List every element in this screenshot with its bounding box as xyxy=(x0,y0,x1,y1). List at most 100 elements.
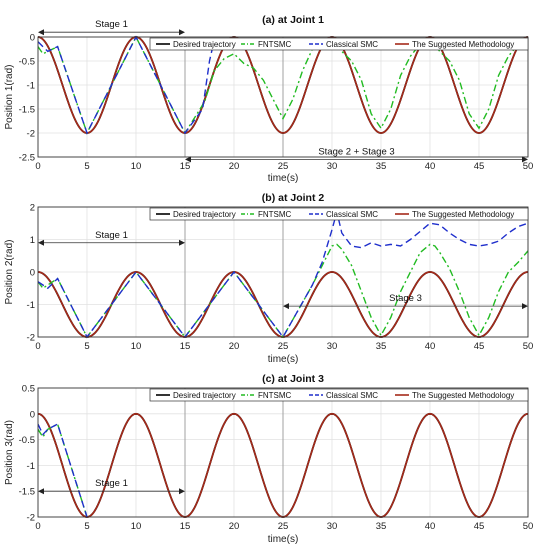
legend-label: Classical SMC xyxy=(326,210,378,219)
chart-panel-2: 0 5 10 15 20 25 30 35 40 45 50210-1-2time(s)Positi… xyxy=(4,192,533,365)
x-tick-label: 20 xyxy=(229,341,240,352)
y-tick-label: -1.5 xyxy=(19,487,35,498)
axes-frame xyxy=(37,36,529,158)
y-tick-label: -2 xyxy=(27,129,35,140)
stage-arrow-head-right xyxy=(179,29,185,36)
y-tick-label: 0 xyxy=(30,268,35,279)
panel-title: (c) at Joint 3 xyxy=(262,373,324,385)
y-tick-label: 1 xyxy=(30,235,35,246)
stage-annotation: Stage 1 xyxy=(38,478,185,495)
x-tick-label: 0 xyxy=(35,161,40,172)
y-tick-label: -2 xyxy=(27,513,35,524)
legend-label: The Suggested Methodology xyxy=(412,210,514,219)
x-axis-label: time(s) xyxy=(268,534,299,545)
legend-label: The Suggested Methodology xyxy=(412,40,514,49)
x-tick-label: 50 xyxy=(523,341,534,352)
y-tick-label: -0.5 xyxy=(19,57,35,68)
stage-arrow-head-left xyxy=(185,156,191,163)
legend-box xyxy=(149,207,529,221)
y-axis-label: Position 2(rad) xyxy=(4,239,15,304)
x-tick-label: 45 xyxy=(474,521,485,532)
panel-title: (b) at Joint 2 xyxy=(262,192,325,204)
series-line-fntsmc xyxy=(38,423,88,518)
x-tick-label: 0 xyxy=(35,341,40,352)
legend: Desired trajectory FNTSMC Classical SMC The… xyxy=(149,388,529,402)
y-axis-label: Position 1(rad) xyxy=(4,64,15,129)
series-line-fntsmc xyxy=(38,35,528,135)
x-tick-label: 15 xyxy=(180,341,191,352)
legend-label: FNTSMC xyxy=(258,210,292,219)
x-tick-label: 50 xyxy=(523,161,534,172)
chart-panel-3: 0 5 10 15 20 25 30 35 40 45 50 0.5 0 -0.5 -1 -1.5 -2 time… xyxy=(4,373,533,545)
x-tick-label: 40 xyxy=(425,161,436,172)
x-tick-label: 5 xyxy=(84,341,89,352)
x-tick-label: 35 xyxy=(376,521,387,532)
stage-annotation: Stage 3 xyxy=(283,293,528,310)
series-line-the-suggested-methodology xyxy=(38,36,528,134)
legend-label: FNTSMC xyxy=(258,40,292,49)
series-line-classical-smc xyxy=(38,211,528,339)
legend-label: Classical SMC xyxy=(326,40,378,49)
stage-label: Stage 3 xyxy=(389,293,422,304)
stage-arrow-head-right xyxy=(522,303,528,310)
y-tick-label: -1 xyxy=(27,461,35,472)
y-tick-label: 2 xyxy=(30,203,35,214)
x-tick-label: 45 xyxy=(474,341,485,352)
x-tick-label: 45 xyxy=(474,161,485,172)
y-tick-label: 0 xyxy=(30,409,35,420)
legend-label: The Suggested Methodology xyxy=(412,391,514,400)
legend-box xyxy=(149,388,529,402)
x-tick-label: 40 xyxy=(425,521,436,532)
x-tick-label: 30 xyxy=(327,341,338,352)
x-tick-label: 10 xyxy=(131,341,142,352)
stage-arrow-head-left xyxy=(38,239,44,246)
stage-arrow-head-right xyxy=(179,239,185,246)
legend: Desired trajectory FNTSMC Classical SMC The… xyxy=(149,207,529,221)
y-tick-label: -1 xyxy=(27,300,35,311)
y-tick-label: -1.5 xyxy=(19,105,35,116)
x-tick-label: 25 xyxy=(278,161,289,172)
x-tick-label: 25 xyxy=(278,521,289,532)
x-tick-label: 15 xyxy=(180,161,191,172)
y-tick-label: -2.5 xyxy=(19,153,35,164)
stage-arrow-head-left xyxy=(283,303,289,310)
stage-annotation: Stage 2 + Stage 3 xyxy=(185,146,528,163)
x-tick-label: 20 xyxy=(229,521,240,532)
x-tick-label: 35 xyxy=(376,341,387,352)
x-tick-label: 40 xyxy=(425,341,436,352)
x-tick-label: 20 xyxy=(229,161,240,172)
y-axis-label: Position 3(rad) xyxy=(4,420,15,485)
legend-label: Desired trajectory xyxy=(173,391,236,400)
stage-arrow-head-left xyxy=(38,488,44,495)
legend-label: Desired trajectory xyxy=(173,210,236,219)
legend-box xyxy=(149,37,529,51)
x-tick-label: 30 xyxy=(327,521,338,532)
axes-frame xyxy=(37,206,529,338)
x-axis-label: time(s) xyxy=(268,354,299,365)
x-tick-label: 5 xyxy=(84,161,89,172)
stage-label: Stage 2 + Stage 3 xyxy=(318,146,394,157)
legend-label: Classical SMC xyxy=(326,391,378,400)
x-tick-label: 10 xyxy=(131,161,142,172)
y-tick-label: -0.5 xyxy=(19,435,35,446)
x-tick-label: 35 xyxy=(376,161,387,172)
x-tick-label: 30 xyxy=(327,161,338,172)
x-tick-label: 0 xyxy=(35,521,40,532)
stage-annotation: Stage 1 xyxy=(38,230,185,246)
legend-label: Desired trajectory xyxy=(173,40,236,49)
x-tick-label: 5 xyxy=(84,521,89,532)
x-tick-label: 25 xyxy=(278,341,289,352)
stage-arrow-head-left xyxy=(38,29,44,36)
y-tick-label: 0 xyxy=(30,33,35,44)
stage-annotation: Stage 1 xyxy=(38,19,185,36)
stage-arrow-head-right xyxy=(179,488,185,495)
stage-label: Stage 1 xyxy=(95,19,128,30)
legend: Desired trajectory FNTSMC Classical SMC The… xyxy=(149,37,529,51)
x-tick-label: 10 xyxy=(131,521,142,532)
x-axis-label: time(s) xyxy=(268,173,299,184)
x-tick-label: 50 xyxy=(523,521,534,532)
panel-title: (a) at Joint 1 xyxy=(262,14,324,26)
y-tick-label: -2 xyxy=(27,333,35,344)
y-tick-label: 0.5 xyxy=(22,384,35,395)
